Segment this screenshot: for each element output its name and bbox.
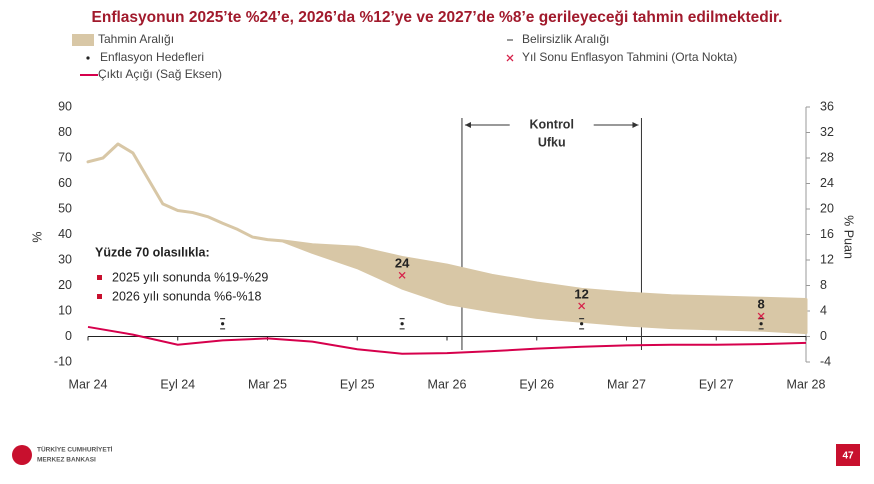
annotation-item: 2026 yılı sonunda %6-%18: [112, 289, 261, 303]
y2-tick-label: 0: [820, 329, 827, 343]
x-tick-label: Mar 27: [607, 377, 646, 391]
bullet: [97, 275, 102, 280]
y2-axis-label: % Puan: [842, 215, 856, 259]
legend-label: Belirsizlik Aralığı: [522, 32, 609, 46]
x-tick-label: Eyl 27: [699, 377, 734, 391]
horizon-label: Kontrol: [529, 117, 573, 131]
legend-swatch: [86, 56, 90, 60]
legend-swatch: [506, 54, 514, 62]
legend-label: Enflasyon Hedefleri: [100, 50, 204, 64]
legend-label: Yıl Sonu Enflasyon Tahmini (Orta Nokta): [522, 50, 737, 64]
target-point: [580, 322, 584, 326]
page-number: 47: [842, 451, 854, 462]
horizon-arrowhead: [632, 122, 639, 128]
y-tick-label: 30: [58, 252, 72, 266]
legend-label: Çıktı Açığı (Sağ Eksen): [98, 67, 222, 81]
y-tick-label: 10: [58, 303, 72, 317]
horizon-arrowhead: [464, 122, 471, 128]
annotation-title: Yüzde 70 olasılıkla:: [95, 245, 210, 259]
value-label: 8: [758, 297, 765, 312]
x-tick-label: Mar 24: [69, 377, 108, 391]
y-tick-label: -10: [54, 354, 72, 368]
bank-name: TÜRKİYE CUMHURİYETİ: [37, 445, 113, 454]
y-tick-label: 20: [58, 278, 72, 292]
y-tick-label: 70: [58, 150, 72, 164]
y-tick-label: 0: [65, 329, 72, 343]
bank-name: MERKEZ BANKASI: [37, 457, 96, 464]
y2-tick-label: 32: [820, 125, 834, 139]
x-tick-label: Eyl 25: [340, 377, 375, 391]
y2-tick-label: 36: [820, 99, 834, 113]
forecast-mid: [398, 271, 406, 279]
y-axis-label: %: [30, 231, 44, 242]
forecast-mid: [757, 312, 765, 320]
y2-tick-label: 20: [820, 201, 834, 215]
x-tick-label: Mar 25: [248, 377, 287, 391]
y2-tick-label: 16: [820, 227, 834, 241]
y2-tick-label: 28: [820, 150, 834, 164]
y2-tick-label: 8: [820, 278, 827, 292]
target-point: [400, 322, 404, 326]
legend-swatch: [72, 34, 94, 46]
x-tick-label: Mar 26: [428, 377, 467, 391]
value-label: 12: [574, 286, 588, 301]
logo: [12, 445, 32, 465]
horizon-label: Ufku: [538, 135, 566, 149]
y-tick-label: 50: [58, 201, 72, 215]
x-tick-label: Mar 28: [787, 377, 826, 391]
chart-title: Enflasyonun 2025’te %24’e, 2026’da %12’y…: [92, 9, 783, 26]
y2-tick-label: 12: [820, 252, 834, 266]
y2-tick-label: 24: [820, 176, 834, 190]
legend-label: Tahmin Aralığı: [98, 32, 174, 46]
bullet: [97, 294, 102, 299]
value-label: 24: [395, 256, 410, 271]
x-tick-label: Eyl 24: [160, 377, 195, 391]
y-tick-label: 60: [58, 176, 72, 190]
x-tick-label: Eyl 26: [519, 377, 554, 391]
y2-tick-label: 4: [820, 303, 827, 317]
y-tick-label: 90: [58, 99, 72, 113]
y2-tick-label: -4: [820, 354, 831, 368]
page-badge: [836, 444, 860, 466]
y-tick-label: 40: [58, 227, 72, 241]
forecast-mid: [578, 302, 586, 310]
annotation-item: 2025 yılı sonunda %19-%29: [112, 270, 268, 284]
target-point: [221, 322, 225, 326]
target-point: [759, 322, 763, 326]
forecast-band: [86, 142, 808, 335]
output-gap-line: [87, 325, 807, 355]
y-tick-label: 80: [58, 125, 72, 139]
